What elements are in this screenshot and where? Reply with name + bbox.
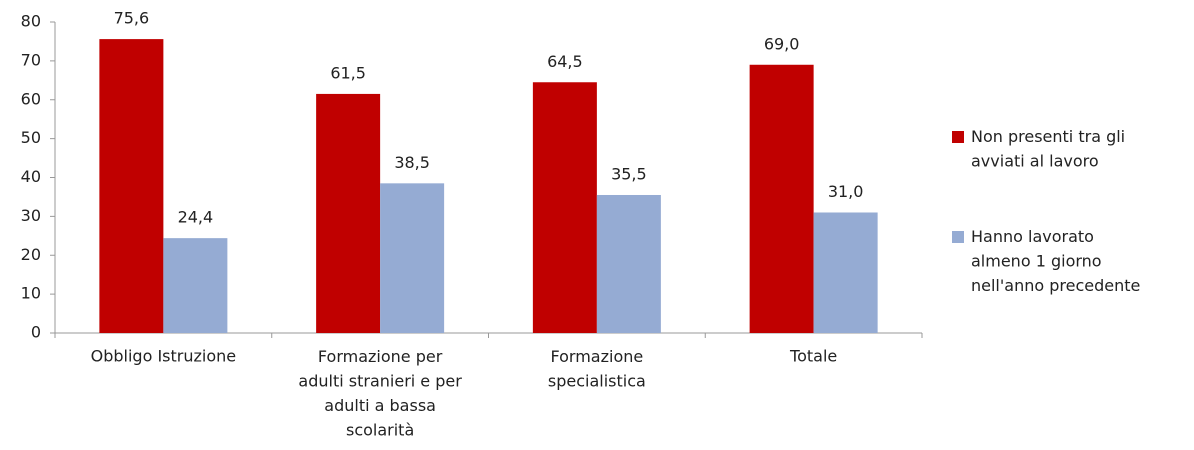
- bar: [813, 212, 878, 333]
- bar: [532, 82, 597, 333]
- bar: [316, 93, 381, 333]
- y-tick-label: 20: [21, 245, 41, 264]
- x-tick-label: Formazione specialistica: [548, 347, 646, 391]
- data-label: 64,5: [547, 52, 583, 71]
- bar: [749, 64, 814, 333]
- legend-label: Hanno lavorato almeno 1 giorno nell'anno p…: [971, 227, 1140, 295]
- y-tick-label: 50: [21, 128, 41, 147]
- data-label: 69,0: [764, 34, 800, 53]
- legend-swatch: [952, 131, 964, 143]
- y-tick-label: 80: [21, 12, 41, 31]
- legend-label: Non presenti tra gli avviati al lavoro: [971, 127, 1125, 171]
- y-tick-label: 40: [21, 167, 41, 186]
- bar: [380, 183, 445, 333]
- bar: [99, 39, 164, 333]
- y-tick-label: 30: [21, 206, 41, 225]
- x-tick-label: Obbligo Istruzione: [91, 347, 237, 366]
- legend-swatch: [952, 231, 964, 243]
- data-label: 61,5: [330, 63, 366, 82]
- y-tick-label: 0: [31, 323, 41, 342]
- y-tick-label: 60: [21, 89, 41, 108]
- x-tick-label: Formazione per adulti stranieri e per adul…: [298, 347, 462, 440]
- x-tick-label: Totale: [789, 347, 837, 366]
- data-label: 35,5: [611, 164, 647, 183]
- data-label: 38,5: [394, 153, 430, 172]
- y-tick-label: 70: [21, 50, 41, 69]
- bar: [163, 238, 228, 333]
- data-label: 75,6: [114, 9, 150, 28]
- y-tick-label: 10: [21, 284, 41, 303]
- bar: [596, 194, 661, 333]
- data-label: 24,4: [178, 208, 214, 227]
- data-label: 31,0: [828, 182, 864, 201]
